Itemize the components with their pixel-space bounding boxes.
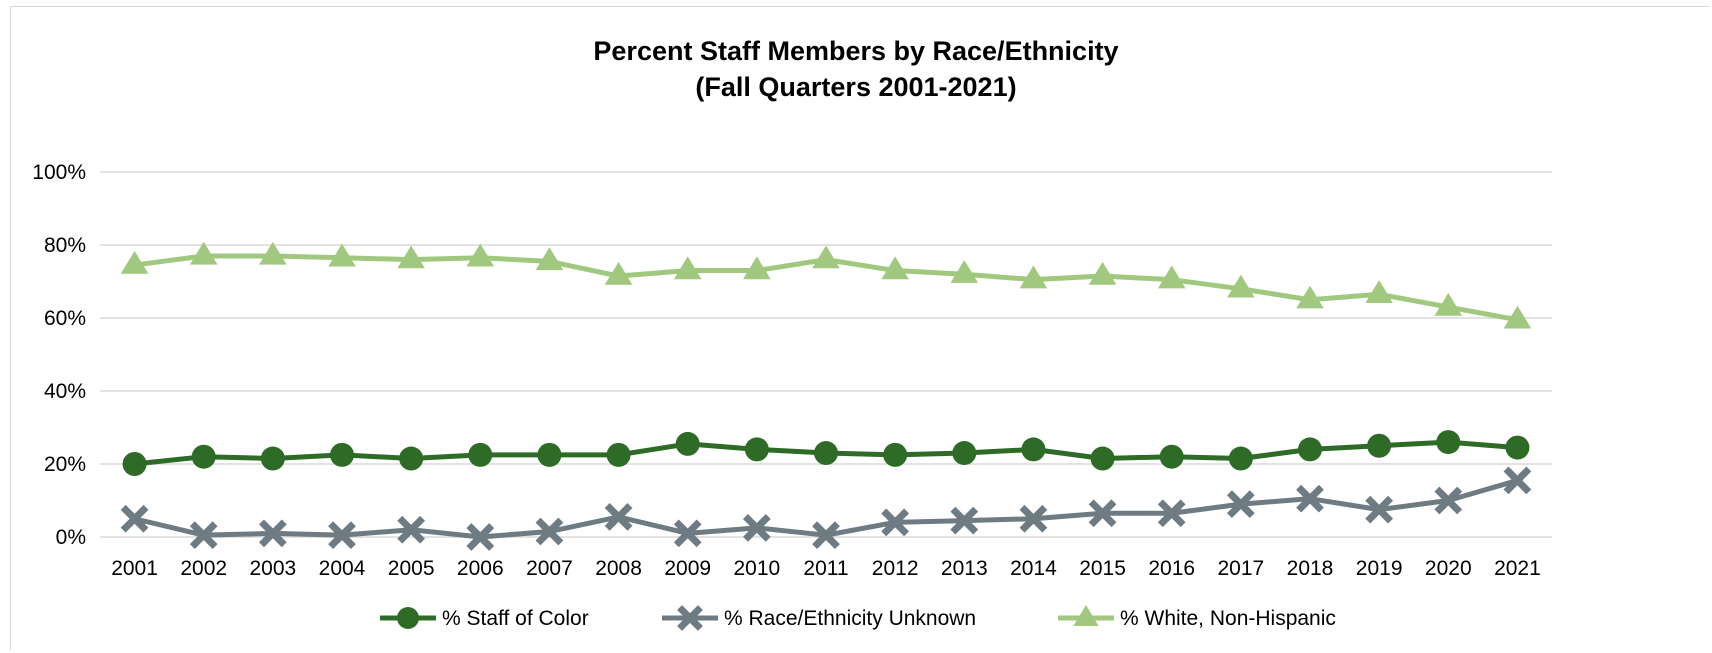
- data-point: [745, 437, 769, 461]
- data-point: [1436, 430, 1460, 454]
- data-point: [261, 447, 285, 471]
- gridlines: [100, 172, 1552, 537]
- series-1: [123, 430, 1530, 476]
- legend-label: % Staff of Color: [442, 607, 589, 630]
- data-point: [466, 244, 494, 267]
- data-point: [123, 452, 147, 476]
- data-point: [883, 443, 907, 467]
- x-tick-label: 2013: [941, 557, 988, 580]
- data-point: [1367, 434, 1391, 458]
- y-tick-label: 80%: [44, 234, 86, 257]
- legend-item: % Staff of Color: [380, 607, 589, 630]
- x-tick-label: 2016: [1148, 557, 1195, 580]
- data-point: [468, 443, 492, 467]
- series-3: [121, 242, 1531, 329]
- data-point: [399, 447, 423, 471]
- x-tick-label: 2003: [249, 557, 296, 580]
- legend-label: % Race/Ethnicity Unknown: [724, 607, 976, 630]
- x-tick-label: 2001: [111, 557, 158, 580]
- data-point: [537, 443, 561, 467]
- x-tick-label: 2009: [664, 557, 711, 580]
- data-point: [676, 432, 700, 456]
- x-tick-label: 2020: [1425, 557, 1472, 580]
- x-tick-label: 2011: [803, 557, 848, 580]
- y-tick-label: 60%: [44, 307, 86, 330]
- x-tick-label: 2015: [1079, 557, 1126, 580]
- x-tick-label: 2012: [872, 557, 919, 580]
- data-point: [814, 441, 838, 465]
- x-tick-label: 2002: [180, 557, 227, 580]
- data-point: [1160, 445, 1184, 469]
- x-axis-ticks: 2001 2002 2003 2004 2005 2006 2007 2008 2009 2010…: [111, 557, 1541, 580]
- data-point: [1505, 436, 1529, 460]
- x-tick-label: 2018: [1287, 557, 1334, 580]
- data-point: [1229, 447, 1253, 471]
- data-point: [1089, 262, 1117, 285]
- x-tick-label: 2008: [595, 557, 642, 580]
- data-point: [192, 445, 216, 469]
- legend-item: % White, Non-Hispanic: [1058, 605, 1336, 630]
- data-point: [397, 607, 419, 629]
- data-point: [330, 443, 354, 467]
- data-point: [1365, 280, 1393, 303]
- x-tick-label: 2007: [526, 557, 573, 580]
- legend-item: % Race/Ethnicity Unknown: [662, 607, 976, 630]
- x-tick-label: 2021: [1494, 557, 1541, 580]
- series-lines: [121, 242, 1531, 549]
- legend-label: % White, Non-Hispanic: [1120, 607, 1336, 630]
- data-point: [1021, 437, 1045, 461]
- x-tick-label: 2004: [319, 557, 366, 580]
- x-tick-label: 2014: [1010, 557, 1057, 580]
- y-tick-label: 20%: [44, 453, 86, 476]
- legend: % Staff of Color % Race/Ethnicity Unknown…: [380, 605, 1336, 630]
- x-tick-label: 2017: [1217, 557, 1264, 580]
- data-point: [674, 256, 702, 279]
- y-tick-label: 100%: [32, 161, 86, 184]
- y-tick-label: 0%: [56, 526, 86, 549]
- data-point: [1091, 447, 1115, 471]
- x-tick-label: 2005: [388, 557, 435, 580]
- data-point: [1073, 605, 1098, 626]
- data-point: [1298, 437, 1322, 461]
- data-point: [812, 245, 840, 268]
- y-tick-label: 40%: [44, 380, 86, 403]
- data-point: [607, 443, 631, 467]
- y-axis-ticks: 0% 20% 40% 60% 80% 100%: [32, 161, 86, 549]
- x-tick-label: 2010: [733, 557, 780, 580]
- series-line: [135, 480, 1518, 537]
- x-tick-label: 2006: [457, 557, 504, 580]
- data-point: [952, 441, 976, 465]
- x-tick-label: 2019: [1356, 557, 1403, 580]
